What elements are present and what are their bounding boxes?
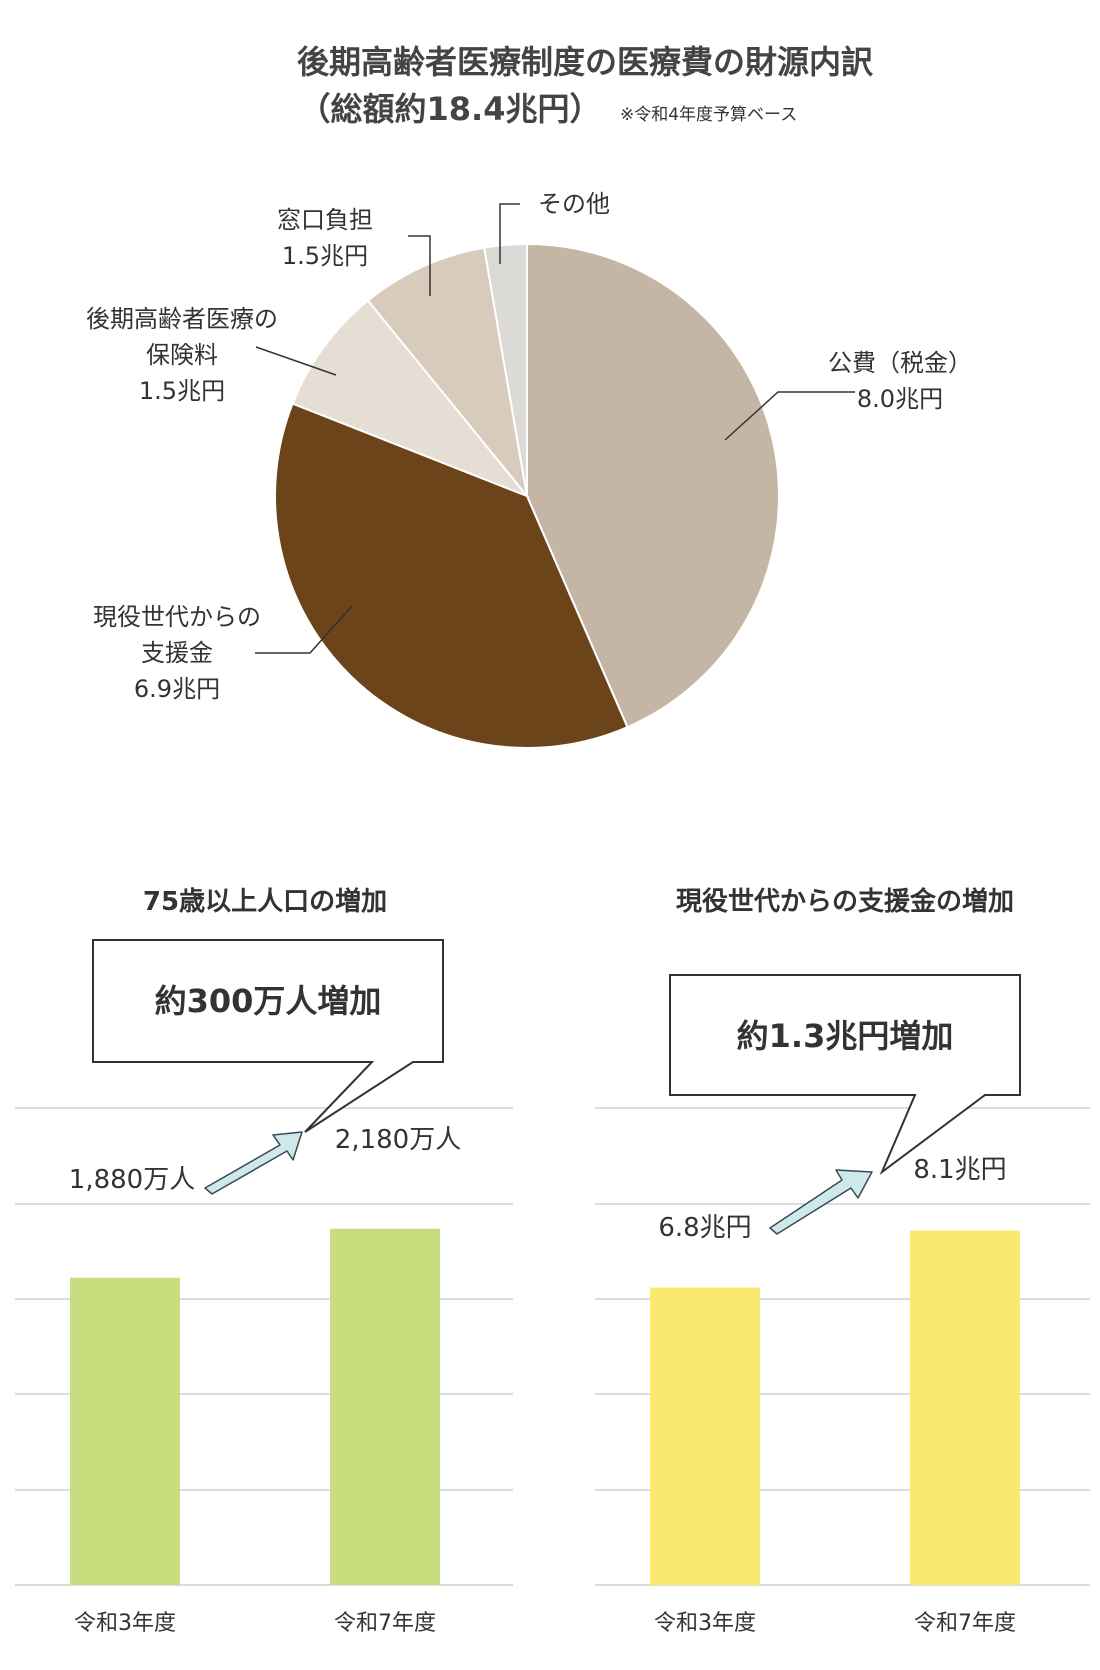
pie-label-madoguchi: 1.5兆円 xyxy=(282,242,368,270)
pie-slice-kouhi xyxy=(526,242,780,729)
pie-leader-sonota xyxy=(499,203,520,264)
increase-arrow xyxy=(204,1131,303,1195)
bar1-title: 75歳以上人口の増加 xyxy=(143,887,387,917)
bar-category-label: 令和3年度 xyxy=(74,1611,176,1636)
bar-value-label: 8.1兆円 xyxy=(913,1155,1006,1185)
bar-category-label: 令和3年度 xyxy=(654,1611,756,1636)
pie-slice-sonota xyxy=(483,242,528,497)
bar-value-label: 2,180万人 xyxy=(335,1125,461,1155)
callout-text: 約300万人増加 xyxy=(155,982,382,1020)
bar-1 xyxy=(70,1277,180,1585)
pie-label-shienkin: 支援金 xyxy=(141,639,213,667)
callout-box xyxy=(669,974,1021,1176)
pie-label-madoguchi: 窓口負担 xyxy=(277,206,373,234)
pie-leader-kouhi xyxy=(724,391,855,441)
increase-arrow xyxy=(769,1169,873,1235)
pie-title-line1: 後期高齢者医療制度の医療費の財源内訳 xyxy=(297,43,874,81)
bar-value-label: 6.8兆円 xyxy=(658,1213,751,1243)
pie-label-shienkin: 現役世代からの xyxy=(93,603,261,631)
bar-1 xyxy=(650,1287,760,1585)
callout-text: 約1.3兆円増加 xyxy=(737,1017,954,1055)
pie-label-hokenryo: 保険料 xyxy=(146,341,218,369)
pie-slice-shienkin xyxy=(274,402,629,749)
pie-chart xyxy=(274,242,780,749)
pie-label-kouhi: 公費（税金） xyxy=(828,349,972,377)
pie-leader-hokenryo xyxy=(255,346,337,376)
bar2-title: 現役世代からの支援金の増加 xyxy=(676,886,1014,917)
bar-2 xyxy=(330,1228,440,1585)
pie-slice-madoguchi xyxy=(366,246,529,500)
callout-box xyxy=(92,939,444,1133)
pie-slice-hokenryo xyxy=(291,299,531,499)
bar-chart-support: 令和3年度 令和7年度 6.8兆円 8.1兆円 約1.3兆円増加 xyxy=(595,974,1090,1636)
pie-title-line2: （総額約18.4兆円） xyxy=(299,90,602,128)
bar-category-label: 令和7年度 xyxy=(914,1611,1016,1636)
pie-label-shienkin: 6.9兆円 xyxy=(134,675,220,703)
bar-2 xyxy=(910,1230,1020,1585)
bar-chart-population: 令和3年度 令和7年度 1,880万人 2,180万人 約300万人増加 xyxy=(15,939,513,1636)
pie-label-hokenryo: 後期高齢者医療の xyxy=(86,305,278,333)
pie-label-kouhi: 8.0兆円 xyxy=(857,385,943,413)
bar-value-label: 1,880万人 xyxy=(69,1165,195,1195)
bar-category-label: 令和7年度 xyxy=(334,1611,436,1636)
pie-label-sonota: その他 xyxy=(538,190,610,218)
pie-leader-madoguchi xyxy=(408,235,431,296)
pie-label-hokenryo: 1.5兆円 xyxy=(139,377,225,405)
pie-leader-shienkin xyxy=(255,605,353,654)
pie-note: ※令和4年度予算ベース xyxy=(620,105,797,125)
